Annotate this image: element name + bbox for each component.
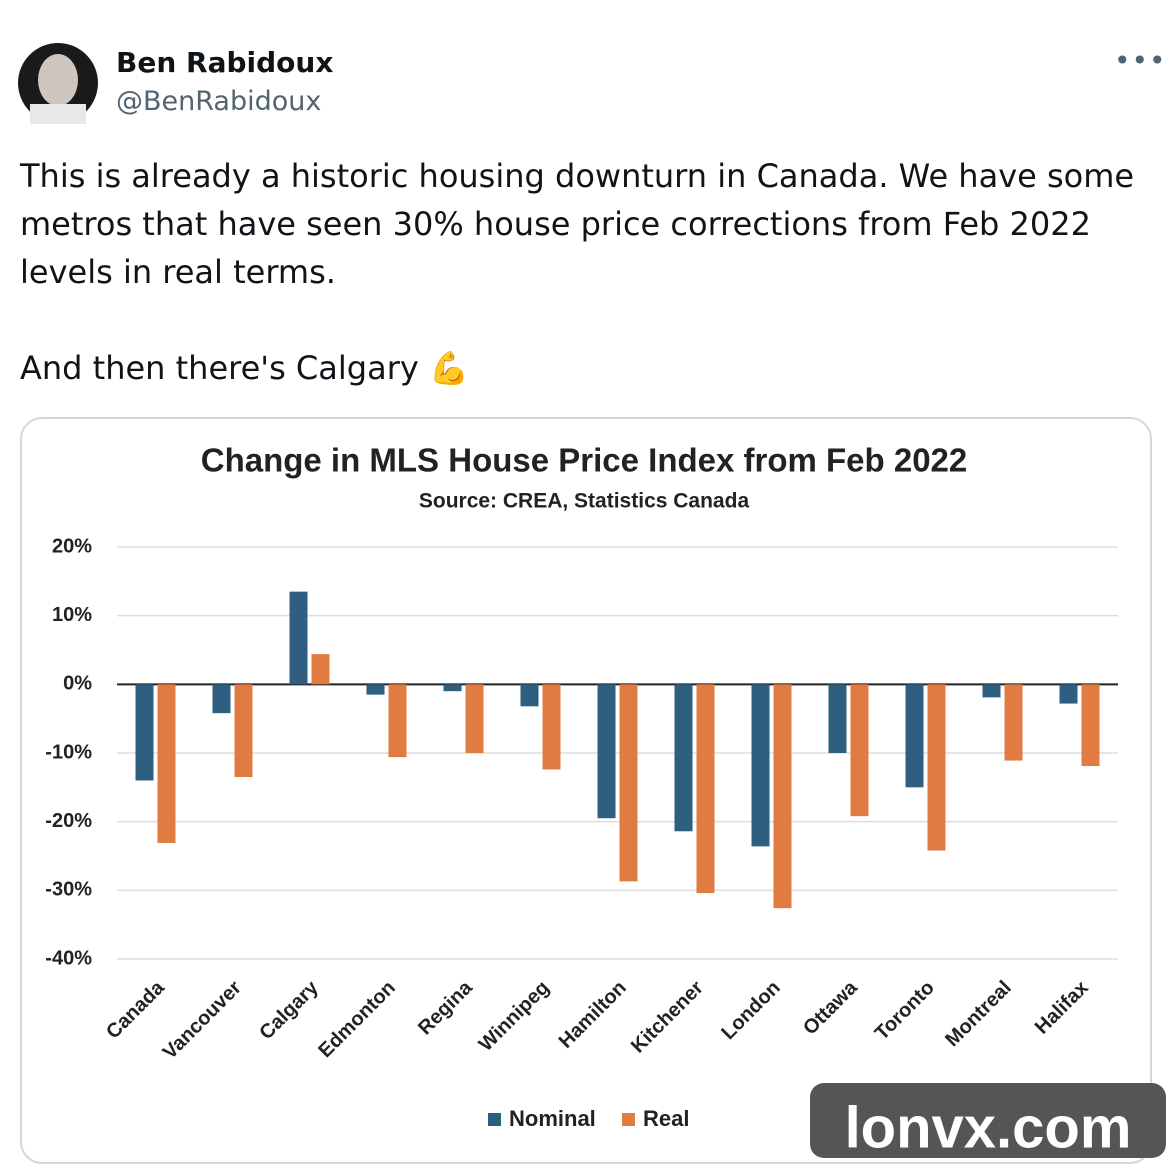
y-tick-label: -10% (45, 741, 92, 763)
avatar[interactable] (0, 0, 100, 130)
bar (773, 684, 792, 909)
x-tick-label: London (717, 977, 784, 1044)
legend-label: Real (643, 1106, 689, 1131)
x-tick-label: Winnipeg (475, 977, 554, 1056)
chart-subtitle: Source: CREA, Statistics Canada (419, 490, 750, 513)
bar (696, 684, 715, 894)
bar (597, 684, 616, 819)
y-tick-label: -30% (45, 879, 92, 901)
x-tick-label: Edmonton (314, 977, 399, 1062)
x-tick-label: Vancouver (159, 977, 246, 1064)
more-button[interactable]: ••• (1114, 44, 1167, 77)
y-tick-label: 0% (63, 673, 92, 695)
bar (751, 684, 770, 847)
bar (1059, 684, 1078, 704)
x-tick-label: Halifax (1031, 977, 1093, 1039)
bar (212, 684, 231, 714)
bar (443, 684, 462, 692)
x-tick-label: Toronto (871, 977, 939, 1045)
bar (542, 684, 561, 770)
legend-swatch (488, 1113, 501, 1126)
paragraph: This is already a historic housing downt… (20, 157, 1135, 291)
bar (366, 684, 385, 695)
bar (927, 684, 946, 851)
legend-label: Nominal (509, 1106, 596, 1131)
bar (850, 684, 869, 817)
y-tick-label: -40% (45, 947, 92, 969)
tweet-text: This is already a historic housing downt… (20, 152, 1160, 440)
paragraph: And then there's Calgary 💪 (20, 349, 469, 387)
chart-title: Change in MLS House Price Index from Feb… (201, 442, 968, 479)
bar (311, 654, 330, 685)
x-tick-label: Hamilton (555, 977, 631, 1053)
bar (520, 684, 539, 707)
bar (234, 684, 253, 778)
media-card[interactable] (20, 417, 1152, 1164)
watermark-box (810, 1083, 1166, 1158)
bar (157, 684, 176, 843)
bar (828, 684, 847, 753)
bar (289, 591, 308, 685)
author-name[interactable]: Ben Rabidoux (116, 46, 334, 79)
legend-swatch (622, 1113, 635, 1126)
bar (619, 684, 638, 882)
bar (1004, 684, 1023, 761)
bar (982, 684, 1001, 698)
y-tick-label: 20% (52, 535, 92, 557)
bar (388, 684, 407, 758)
watermark: lonvx.com (845, 1095, 1132, 1160)
bar (135, 684, 154, 781)
y-tick-label: -20% (45, 810, 92, 832)
bar (674, 684, 693, 832)
bar (1081, 684, 1100, 767)
y-tick-label: 10% (52, 604, 92, 626)
x-tick-label: Regina (414, 976, 477, 1039)
x-tick-label: Kitchener (627, 977, 708, 1058)
bar (905, 684, 924, 788)
author-handle[interactable]: @BenRabidoux (116, 86, 322, 117)
bar (465, 684, 484, 753)
x-tick-label: Montreal (941, 977, 1015, 1051)
x-tick-label: Canada (102, 976, 169, 1043)
x-tick-label: Calgary (255, 976, 323, 1044)
x-tick-label: Ottawa (799, 976, 862, 1039)
